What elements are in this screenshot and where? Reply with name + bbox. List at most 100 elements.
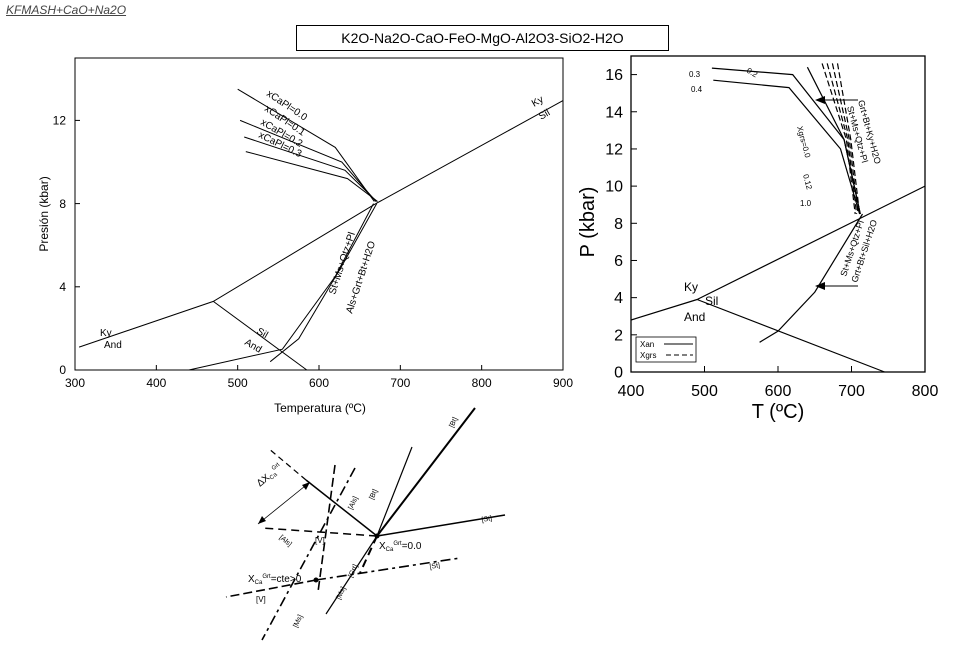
y-tick-label: 2: [614, 327, 623, 344]
x-tick-label: 300: [65, 376, 85, 390]
xgrs-dashed-line: [821, 63, 856, 215]
y-tick-label: 6: [614, 253, 623, 270]
label-xgrs-012: 0.12: [801, 173, 814, 191]
left-x-axis-label: Temperatura (ºC): [274, 401, 366, 415]
label-xca-grt-00: XCaGrt=0.0: [379, 541, 422, 553]
x-tick-label: 500: [228, 376, 248, 390]
y-tick-label: 4: [614, 290, 623, 307]
right-x-axis-label: T (ºC): [752, 401, 804, 423]
legend-box: [635, 336, 697, 363]
line-v-lower: [225, 579, 317, 598]
invariant-point-upper: [374, 533, 380, 539]
x-tick-label: 400: [618, 383, 645, 400]
label-v-left: [V]: [256, 595, 266, 604]
label-grt: [Grt]: [347, 564, 359, 579]
series-line: [630, 298, 698, 321]
series-line: [696, 298, 885, 373]
label-bt-mid: [Bt]: [368, 488, 379, 501]
delta-arrowhead-bottom: [258, 516, 266, 524]
line-als-dashed: [267, 447, 307, 481]
delta-arrowhead-top: [302, 482, 310, 490]
y-tick-label: 0: [614, 365, 623, 382]
series-line: [213, 300, 308, 371]
label-and-left: And: [104, 340, 122, 351]
line-st-lower: [315, 557, 461, 581]
right-series: [630, 63, 926, 373]
series-line: [78, 203, 377, 348]
label-and-right: And: [684, 310, 705, 324]
series-line: [696, 185, 926, 301]
right-axis-ticks: 400 500 600 700 800 0 2 4 6 8 10 12 14 16: [605, 67, 938, 400]
series-line: [237, 88, 375, 202]
label-ms-mid: [Ms]: [335, 586, 347, 601]
label-ms-bot: [Ms]: [292, 614, 304, 629]
label-bt-top: [Bt]: [448, 416, 459, 429]
delta-arrow: [257, 481, 311, 525]
left-chart: 300 400 500 600 700 800 900 0 4 8 12 Temperatura (…: [37, 57, 574, 415]
label-delta-xca: ΔXCaGrt: [255, 462, 285, 490]
series-line: [188, 203, 374, 371]
x-tick-label: 800: [472, 376, 492, 390]
right-legend: Xan Xgrs: [635, 336, 697, 363]
label-sil-right: Sil: [705, 294, 718, 308]
x-tick-label: 800: [912, 383, 939, 400]
legend-xan-label: Xan: [640, 340, 654, 349]
y-tick-label: 10: [605, 179, 623, 196]
series-line: [245, 151, 378, 202]
system-title: K2O-Na2O-CaO-FeO-MgO-Al2O3-SiO2-H2O: [296, 25, 669, 51]
series-line: [244, 136, 378, 202]
x-tick-label: 600: [765, 383, 792, 400]
xgrs-dashed-line: [826, 63, 858, 215]
xgrs-dashed-line: [831, 63, 859, 215]
left-y-axis-label: Presión (kbar): [37, 176, 51, 251]
y-tick-label: 12: [605, 142, 623, 159]
label-xgrs-10: 1.0: [800, 199, 812, 208]
label-ky-left: Ky: [100, 328, 112, 339]
label-xan-02: 0.2: [745, 66, 760, 80]
label-st-mid: [St]: [429, 562, 441, 571]
series-line: [713, 79, 861, 215]
right-plot-frame: [630, 55, 926, 373]
label-xan-04: 0.4: [691, 85, 703, 94]
schematic-diagram: ΔXCaGrt XCaGrt=0.0 XCaGrt=cte>0 [Bt] [Bt…: [225, 407, 506, 641]
right-y-axis-label: P (kbar): [577, 187, 599, 258]
y-tick-label: 16: [605, 67, 623, 84]
x-tick-label: 700: [838, 383, 865, 400]
line-bt-dashed: [359, 535, 378, 574]
x-tick-label: 900: [553, 376, 573, 390]
label-als-left: [Als]: [278, 534, 293, 548]
upper-reaction-arrowhead: [815, 96, 825, 104]
system-subtitle: KFMASH+CaO+Na2O: [6, 3, 127, 17]
y-tick-label: 12: [53, 114, 67, 128]
label-v-mid: [V]: [315, 536, 325, 545]
line-st-solid: [376, 514, 506, 537]
y-tick-label: 8: [59, 197, 66, 211]
label-xca-grt-cte: XCaGrt=cte>0: [248, 574, 302, 586]
line-ms-dashdot: [261, 467, 356, 641]
label-sil-mid: Sil: [255, 326, 270, 341]
x-tick-label: 600: [309, 376, 329, 390]
y-tick-label: 0: [59, 363, 66, 377]
line-grt-upper: [376, 446, 413, 537]
line-als-parallel: [317, 464, 336, 593]
line-v-dashed: [261, 527, 378, 537]
label-st-top: [St]: [481, 515, 493, 524]
x-tick-label: 700: [390, 376, 410, 390]
label-ky-top: Ky: [530, 94, 546, 109]
xgrs-dashed-line: [836, 63, 861, 215]
right-chart: 400 500 600 700 800 0 2 4 6 8 10 12 14 16 T (ºC) P (k…: [577, 55, 938, 423]
y-tick-label: 4: [59, 280, 66, 294]
series-line: [759, 213, 864, 343]
left-axis-ticks: 300 400 500 600 700 800 900 0 4 8 12: [53, 114, 574, 390]
label-sil-top: Sil: [537, 108, 552, 123]
label-xgrs-00: Xgrs=0.0: [795, 125, 812, 159]
x-tick-label: 400: [146, 376, 166, 390]
series-line: [239, 119, 377, 202]
invariant-point-lower: [313, 577, 319, 583]
label-xan-03: 0.3: [689, 70, 701, 79]
lower-reaction-arrowhead: [815, 282, 825, 290]
legend-xgrs-label: Xgrs: [640, 351, 656, 360]
y-tick-label: 8: [614, 216, 623, 233]
line-bt-solid: [376, 407, 476, 537]
